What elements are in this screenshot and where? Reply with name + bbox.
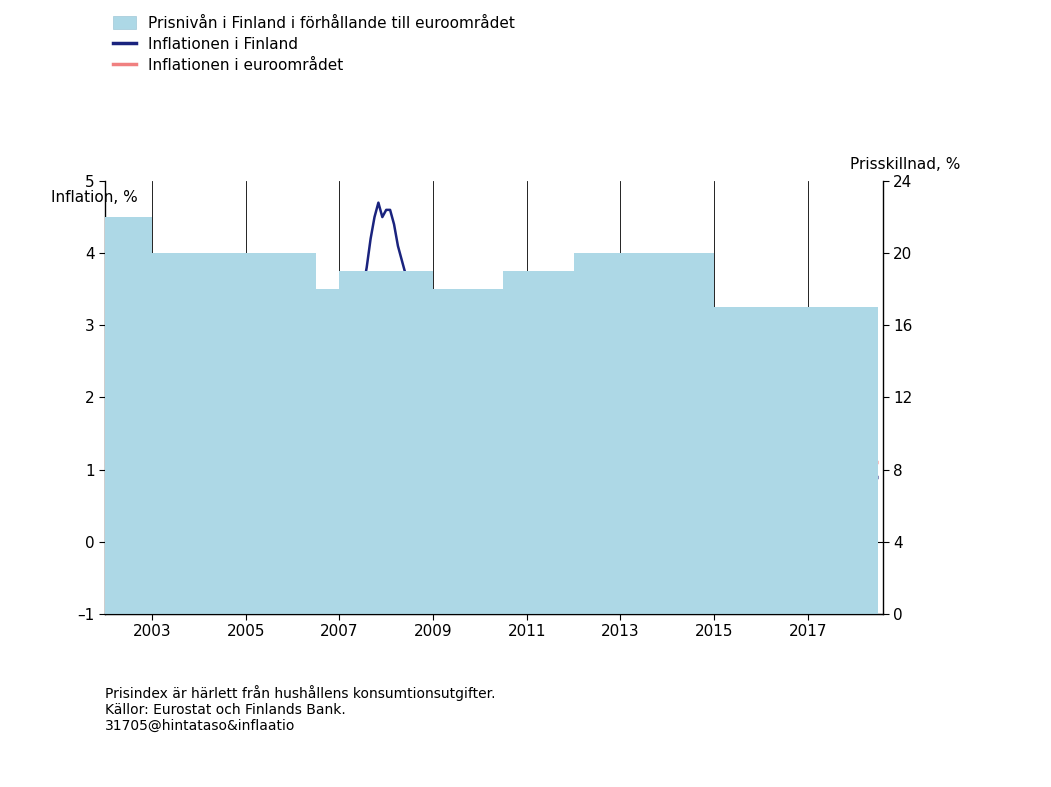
Legend: Prisnivån i Finland i förhållande till euroområdet, Inflationen i Finland, Infla: Prisnivån i Finland i förhållande till e…: [112, 16, 515, 73]
Text: Inflation, %: Inflation, %: [50, 190, 138, 205]
Text: Prisskillnad, %: Prisskillnad, %: [850, 157, 961, 172]
Text: Prisindex är härlett från hushållens konsumtionsutgifter.
Källor: Eurostat och F: Prisindex är härlett från hushållens kon…: [105, 685, 496, 733]
